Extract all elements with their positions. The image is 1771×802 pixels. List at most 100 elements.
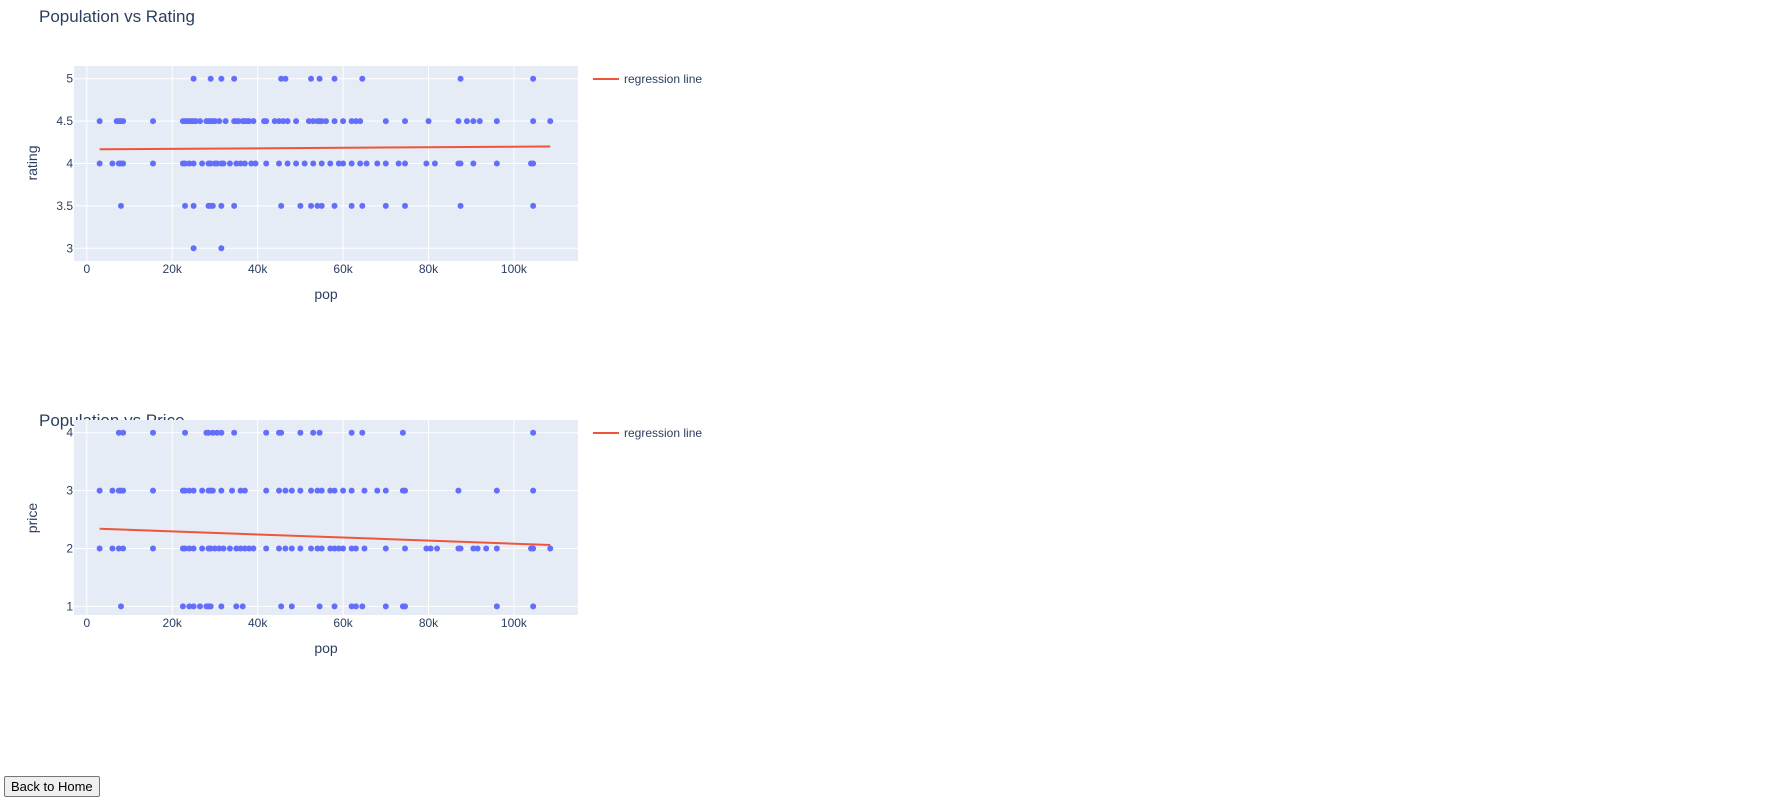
data-point (382, 160, 389, 167)
data-point (199, 487, 206, 494)
data-point (239, 603, 246, 610)
data-point (547, 118, 554, 125)
data-point (284, 118, 291, 125)
data-point (530, 603, 537, 610)
y-tick-label: 4 (66, 426, 73, 440)
data-point (402, 487, 409, 494)
data-point (359, 603, 366, 610)
data-point (280, 118, 287, 125)
data-point (348, 545, 355, 552)
data-point (493, 545, 500, 552)
data-point (305, 118, 312, 125)
data-point (197, 118, 203, 125)
data-point (457, 545, 464, 552)
data-point (457, 202, 464, 209)
data-point (120, 118, 127, 125)
legend-label[interactable]: regression line (624, 72, 702, 86)
data-point (348, 202, 355, 209)
data-point (263, 118, 270, 125)
data-point (293, 118, 300, 125)
data-point (297, 202, 304, 209)
data-point (361, 487, 368, 494)
data-point (457, 75, 464, 82)
data-point (318, 545, 325, 552)
data-point (263, 160, 270, 167)
data-point (229, 487, 236, 494)
data-point (331, 202, 338, 209)
data-point (352, 603, 359, 610)
data-point (288, 603, 295, 610)
legend[interactable]: regression line (593, 72, 702, 86)
data-point (231, 202, 238, 209)
data-point (220, 545, 227, 552)
data-point (348, 118, 355, 125)
data-point (530, 118, 537, 125)
data-point (530, 160, 537, 167)
data-point (395, 160, 402, 167)
data-point (318, 118, 325, 125)
legend-label[interactable]: regression line (624, 426, 702, 440)
y-axis-title: rating (24, 145, 40, 180)
data-point (374, 160, 381, 167)
data-point (402, 202, 409, 209)
data-point (493, 603, 500, 610)
data-point (96, 545, 103, 552)
data-point (282, 487, 289, 494)
data-point (340, 160, 347, 167)
data-point (218, 487, 225, 494)
x-tick-label: 40k (248, 262, 268, 276)
data-point (231, 429, 238, 436)
legend[interactable]: regression line (593, 426, 702, 440)
y-tick-label: 3 (66, 241, 73, 255)
data-point (186, 487, 193, 494)
data-point (455, 118, 462, 125)
data-point (199, 545, 206, 552)
data-point (431, 160, 438, 167)
data-point (282, 75, 289, 82)
data-point (457, 160, 464, 167)
data-point (314, 487, 321, 494)
x-axis-ticks: 0 20k 40k 60k 80k 100k (83, 616, 527, 630)
data-point (434, 545, 441, 552)
data-point (483, 545, 490, 552)
data-point (190, 245, 197, 252)
data-point (331, 545, 338, 552)
data-point (335, 160, 342, 167)
data-point (190, 545, 197, 552)
data-point (182, 545, 189, 552)
data-point (402, 603, 409, 610)
data-point (425, 118, 432, 125)
x-tick-label: 80k (419, 616, 439, 630)
back-to-home-button[interactable]: Back to Home (4, 776, 100, 797)
x-tick-label: 0 (83, 616, 90, 630)
data-point (231, 75, 238, 82)
plot-area[interactable] (74, 420, 578, 615)
data-point (318, 487, 325, 494)
data-point (241, 545, 248, 552)
data-point (316, 75, 323, 82)
data-point (314, 545, 321, 552)
data-point (316, 603, 323, 610)
data-point (209, 487, 216, 494)
data-point (218, 202, 225, 209)
x-tick-label: 80k (419, 262, 439, 276)
data-point (120, 160, 127, 167)
regression-line (99, 145, 551, 151)
data-point (218, 245, 225, 252)
data-point (352, 118, 359, 125)
data-point (120, 487, 127, 494)
data-point (190, 160, 197, 167)
data-point (493, 118, 500, 125)
data-point (235, 118, 242, 125)
data-point (327, 545, 334, 552)
data-point (117, 202, 124, 209)
data-point (361, 545, 368, 552)
data-point (96, 160, 103, 167)
data-point (186, 160, 193, 167)
regression-line-segment (99, 145, 551, 151)
data-point (182, 160, 189, 167)
regression-line-segment (99, 527, 551, 546)
data-point (402, 118, 409, 125)
data-point (271, 118, 278, 125)
